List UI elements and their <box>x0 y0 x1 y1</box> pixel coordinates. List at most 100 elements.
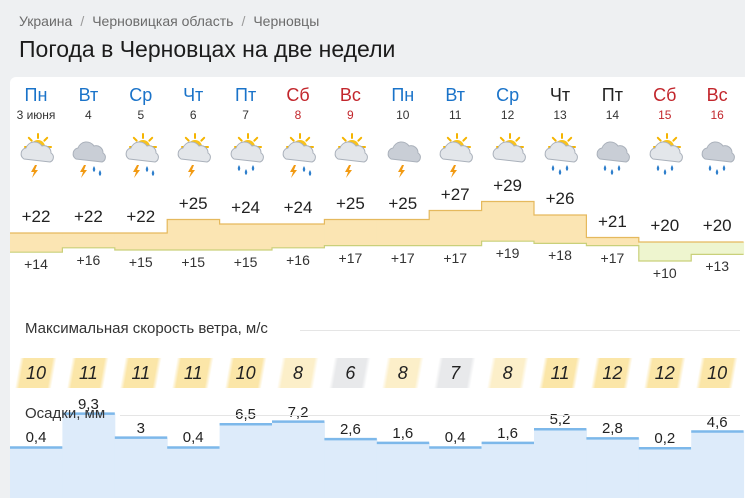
day-date: 8 <box>294 108 302 122</box>
wind-speed: 8 <box>378 358 427 388</box>
day-date: 9 <box>347 108 354 122</box>
sun-cloud-storm-icon <box>335 133 369 178</box>
temp-min: +10 <box>652 265 677 281</box>
day-date: 6 <box>189 108 197 122</box>
breadcrumb-region[interactable]: Черновицкая область <box>92 13 234 29</box>
temp-min: +14 <box>24 256 48 273</box>
precipitation-bar <box>62 413 116 498</box>
day-date: 12 <box>500 108 515 122</box>
day-date: 16 <box>710 108 724 122</box>
day-column[interactable]: Вт 11 +27 +17 7 0,4 <box>429 77 481 497</box>
day-column[interactable]: Пт 14 +21 +17 12 2,8 <box>586 77 638 497</box>
day-name: Сб <box>653 85 677 105</box>
precipitation-bar <box>114 437 168 498</box>
precipitation-amount: 4,6 <box>706 413 728 431</box>
temp-band <box>534 215 587 244</box>
sun-cloud-storm-icon <box>439 133 474 178</box>
wind-speed: 8 <box>483 358 532 388</box>
precipitation-bar <box>272 421 325 498</box>
temp-min: +15 <box>233 254 258 270</box>
temp-min: +15 <box>128 254 153 270</box>
precipitation-graph <box>10 412 745 498</box>
day-column[interactable]: Вт 4 +22 +16 11 9,3 <box>62 77 114 497</box>
temp-min-line <box>10 240 744 262</box>
cloud-storm-rain-icon <box>73 141 107 178</box>
precipitation-amount: 3 <box>136 419 145 437</box>
temp-max-line <box>10 200 744 243</box>
day-name: Вс <box>706 85 728 105</box>
day-date: 7 <box>242 108 249 122</box>
temp-min: +17 <box>390 249 415 266</box>
day-column[interactable]: Пн 10 +25 +17 8 1,6 <box>377 77 429 497</box>
precipitation-amount: 0,4 <box>25 429 47 447</box>
wind-section-title: Максимальная скорость ветра, м/с <box>25 320 268 337</box>
day-name: Пн <box>391 85 415 105</box>
day-column[interactable]: Вс 9 +25 +17 6 2,6 <box>324 77 376 497</box>
day-column[interactable]: Чт 13 +26 +18 11 5,2 <box>534 77 586 497</box>
sun-cloud-storm-rain-icon <box>125 133 159 178</box>
sun-cloud-storm-icon <box>20 133 54 178</box>
precipitation-bar <box>10 447 63 498</box>
breadcrumb-separator: / <box>80 13 85 29</box>
temp-min: +13 <box>705 258 730 275</box>
temp-max: +24 <box>283 198 313 217</box>
precipitation-amount: 0,4 <box>444 429 466 447</box>
temp-max: +26 <box>545 189 575 208</box>
day-date: 5 <box>137 108 145 122</box>
day-date: 11 <box>448 108 462 122</box>
temp-band <box>167 219 221 250</box>
wind-speed: 7 <box>431 358 480 388</box>
temp-max: +22 <box>21 207 51 226</box>
temp-max: +25 <box>335 193 365 213</box>
precipitation-bar <box>691 431 745 498</box>
precipitation-bar <box>376 442 430 498</box>
temp-band <box>691 242 745 255</box>
temp-min: +16 <box>76 251 101 268</box>
precipitation-amount: 6,5 <box>235 406 257 424</box>
precipitation-amount: 9,3 <box>77 395 99 413</box>
wind-speed: 11 <box>64 358 113 388</box>
temp-band <box>481 201 535 242</box>
temp-min: +17 <box>443 249 468 266</box>
day-column[interactable]: Сб 8 +24 +16 8 7,2 <box>272 77 324 497</box>
temp-band <box>429 210 483 246</box>
day-column[interactable]: Вс 16 +20 +13 10 4,6 <box>691 77 743 497</box>
precipitation-amount: 7,2 <box>287 403 309 421</box>
precipitation-amount: 1,6 <box>497 424 519 442</box>
day-column[interactable]: Ср 12 +29 +19 8 1,6 <box>482 77 534 497</box>
precipitation-amount: 0,2 <box>654 430 676 448</box>
day-date: 3 июня <box>16 108 56 122</box>
day-column[interactable]: Ср 5 +22 +15 11 3 <box>115 77 167 497</box>
temp-band <box>272 224 325 248</box>
day-column[interactable]: Сб 15 +20 +10 12 0,2 <box>639 77 691 497</box>
precipitation-amount: 0,4 <box>182 429 204 447</box>
divider <box>120 415 740 416</box>
temp-band <box>638 242 692 261</box>
wind-speed: 11 <box>169 358 218 388</box>
day-column[interactable]: Пн 3 июня +22 +14 10 0,4 <box>10 77 62 497</box>
precipitation-bar <box>534 429 587 498</box>
day-name: Вс <box>339 85 361 105</box>
temp-min: +18 <box>548 247 572 264</box>
breadcrumb: Украина / Черновицкая область / Черновцы <box>19 13 319 29</box>
day-column[interactable]: Чт 6 +25 +15 11 0,4 <box>167 77 219 497</box>
day-date: 4 <box>85 108 92 122</box>
temp-band <box>114 233 168 250</box>
precipitation-bar <box>167 447 221 498</box>
temp-min: +17 <box>600 249 625 266</box>
sun-cloud-icon <box>492 133 526 163</box>
day-name: Сб <box>286 85 310 105</box>
breadcrumb-separator: / <box>241 13 246 29</box>
cloud-storm-icon <box>387 141 421 178</box>
precipitation-amount: 2,6 <box>339 421 361 439</box>
wind-speed: 12 <box>588 358 637 388</box>
breadcrumb-country[interactable]: Украина <box>19 13 73 29</box>
temp-min: +15 <box>181 254 206 270</box>
temp-band <box>219 224 273 250</box>
sun-cloud-rain-icon <box>544 133 578 175</box>
sun-cloud-storm-icon <box>177 133 212 178</box>
day-name: Чт <box>549 85 571 105</box>
day-column[interactable]: Пт 7 +24 +15 10 6,5 <box>220 77 272 497</box>
precipitation-bar <box>429 447 483 498</box>
page-title: Погода в Черновцах на две недели <box>19 36 396 62</box>
